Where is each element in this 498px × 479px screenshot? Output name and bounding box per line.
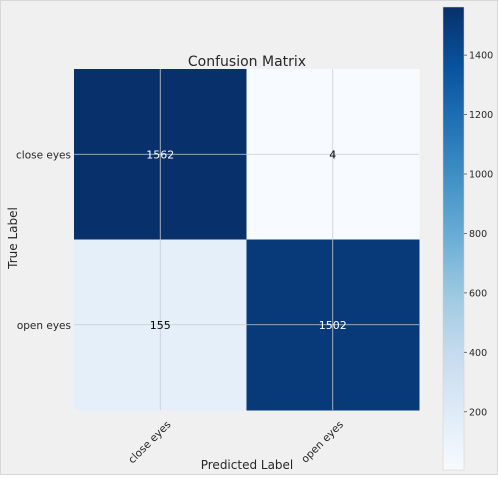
chart-title: Confusion Matrix xyxy=(188,54,306,70)
cell-value-label: 1562 xyxy=(146,148,174,161)
y-tick-labels: close eyes open eyes xyxy=(16,149,71,332)
cell-value-label: 155 xyxy=(150,319,171,332)
colorbar-tick-label: 400 xyxy=(469,348,487,359)
cell-value-label: 4 xyxy=(329,148,336,161)
colorbar-tick-label: 600 xyxy=(469,288,487,299)
colorbar-tick-label: 1000 xyxy=(469,170,493,181)
cell-value-labels: 1562 4 155 1502 xyxy=(146,148,347,332)
grid-lines xyxy=(74,69,419,410)
y-tick-label: open eyes xyxy=(17,320,71,332)
y-axis-label: True Label xyxy=(6,207,20,270)
x-axis-label: Predicted Label xyxy=(201,458,294,472)
y-tick-label: close eyes xyxy=(16,149,71,161)
cell-value-label: 1502 xyxy=(319,319,347,332)
colorbar-tick-label: 200 xyxy=(469,407,487,418)
heatmap-cells xyxy=(74,69,420,411)
colorbar xyxy=(442,6,465,471)
colorbar-tick-labels: 200 400 600 800 1000 1200 1400 xyxy=(464,51,493,418)
colorbar-tick-label: 1200 xyxy=(469,110,493,121)
colorbar-tick-label: 800 xyxy=(469,229,487,240)
colorbar-tick-label: 1400 xyxy=(469,51,493,62)
